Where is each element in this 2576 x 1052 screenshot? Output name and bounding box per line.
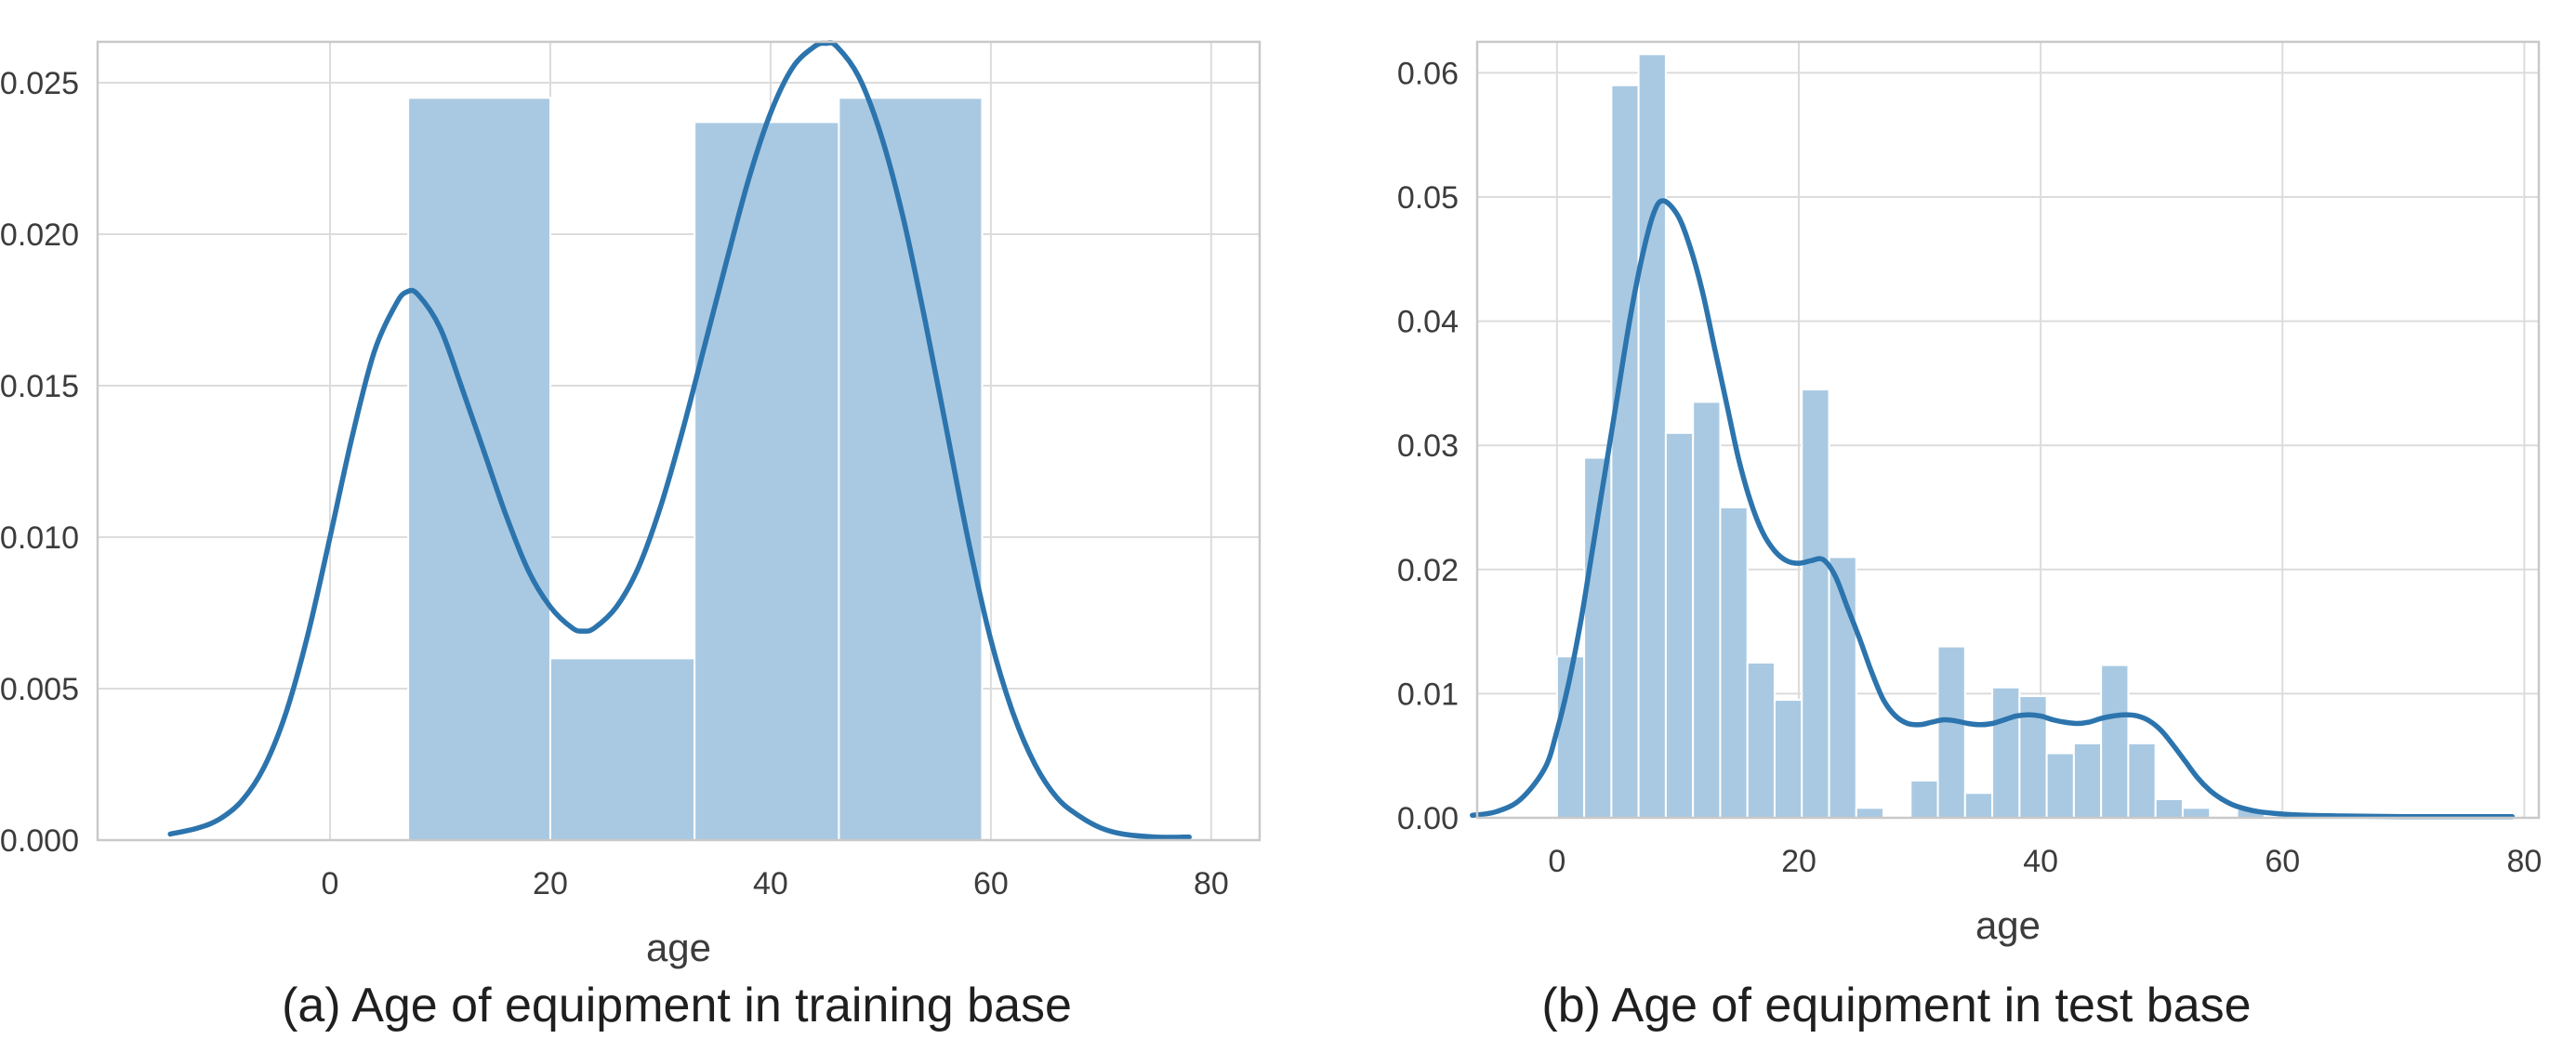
caption-training-base: (a) Age of equipment in training base — [282, 979, 1072, 1032]
histogram-bar — [1801, 388, 1830, 819]
histogram-bar — [2045, 752, 2075, 820]
histogram-bar — [1855, 807, 1885, 820]
x-tick-label: 0 — [322, 866, 339, 901]
x-tick-labels: 0 20 40 60 80 — [322, 866, 1229, 901]
kde-curve — [167, 40, 1192, 840]
histogram-bar — [1664, 431, 1695, 819]
y-tick-label: 0.01 — [1397, 677, 1459, 712]
histogram-bar — [2154, 797, 2184, 820]
histogram-bar — [1991, 686, 2021, 819]
training-age-chart: 0.000 0.005 0.010 0.015 0.020 0.025 0 20 40 60 80 a… — [0, 40, 1262, 969]
y-tick-label: 0.06 — [1397, 56, 1459, 91]
histogram-bar — [1746, 662, 1776, 819]
x-tick-label: 80 — [2506, 844, 2542, 879]
test-age-chart: 0.00 0.01 0.02 0.03 0.04 0.05 0.06 0 20 40 60 80 age — [1397, 40, 2542, 947]
histogram-bar — [1828, 556, 1857, 819]
histogram-bar — [1773, 699, 1803, 820]
histogram-bars — [407, 97, 984, 842]
y-tick-label: 0.015 — [0, 369, 79, 404]
histogram-bar — [2100, 664, 2130, 819]
histogram-bar — [1963, 792, 1994, 820]
histogram-bar — [2181, 807, 2212, 820]
plot-border — [1475, 40, 2541, 820]
histogram-bar — [548, 657, 696, 841]
x-tick-label: 0 — [1548, 844, 1565, 879]
x-tick-label: 80 — [1194, 866, 1229, 901]
histogram-bar — [407, 97, 551, 841]
x-tick-label: 60 — [2265, 844, 2300, 879]
histogram-bar — [838, 97, 984, 841]
histogram-bar — [1936, 645, 1966, 820]
x-tick-label: 60 — [973, 866, 1009, 901]
y-tick-labels: 0.000 0.005 0.010 0.015 0.020 0.025 — [0, 66, 79, 859]
caption-test-base: (b) Age of equipment in test base — [1541, 979, 2252, 1032]
histogram-bar — [1692, 401, 1722, 819]
y-tick-label: 0.05 — [1397, 180, 1459, 216]
x-tick-labels: 0 20 40 60 80 — [1548, 844, 2542, 879]
histogram-bar — [2127, 742, 2157, 820]
y-tick-label: 0.00 — [1397, 801, 1459, 836]
x-tick-label: 40 — [2023, 844, 2058, 879]
y-tick-label: 0.020 — [0, 217, 79, 253]
x-tick-label: 20 — [533, 866, 568, 901]
y-tick-label: 0.005 — [0, 672, 79, 707]
x-axis-label: age — [1975, 903, 2041, 947]
y-tick-label: 0.04 — [1397, 305, 1459, 340]
histogram-bar — [2072, 742, 2103, 820]
histogram-bar — [1909, 779, 1939, 819]
histogram-bar — [1637, 53, 1667, 820]
y-tick-label: 0.03 — [1397, 428, 1459, 464]
histogram-bar — [694, 121, 840, 842]
kde-curve — [1470, 198, 2516, 820]
x-axis-label: age — [646, 926, 711, 969]
x-tick-label: 40 — [753, 866, 788, 901]
y-tick-label: 0.02 — [1397, 553, 1459, 588]
y-tick-label: 0.025 — [0, 66, 79, 101]
histogram-bar — [1719, 506, 1749, 819]
y-tick-label: 0.010 — [0, 520, 79, 556]
y-tick-labels: 0.00 0.01 0.02 0.03 0.04 0.05 0.06 — [1397, 56, 1459, 836]
x-tick-label: 20 — [1781, 844, 1816, 879]
histogram-bar — [1610, 84, 1640, 819]
plot-border — [96, 40, 1262, 842]
y-tick-label: 0.000 — [0, 823, 79, 859]
